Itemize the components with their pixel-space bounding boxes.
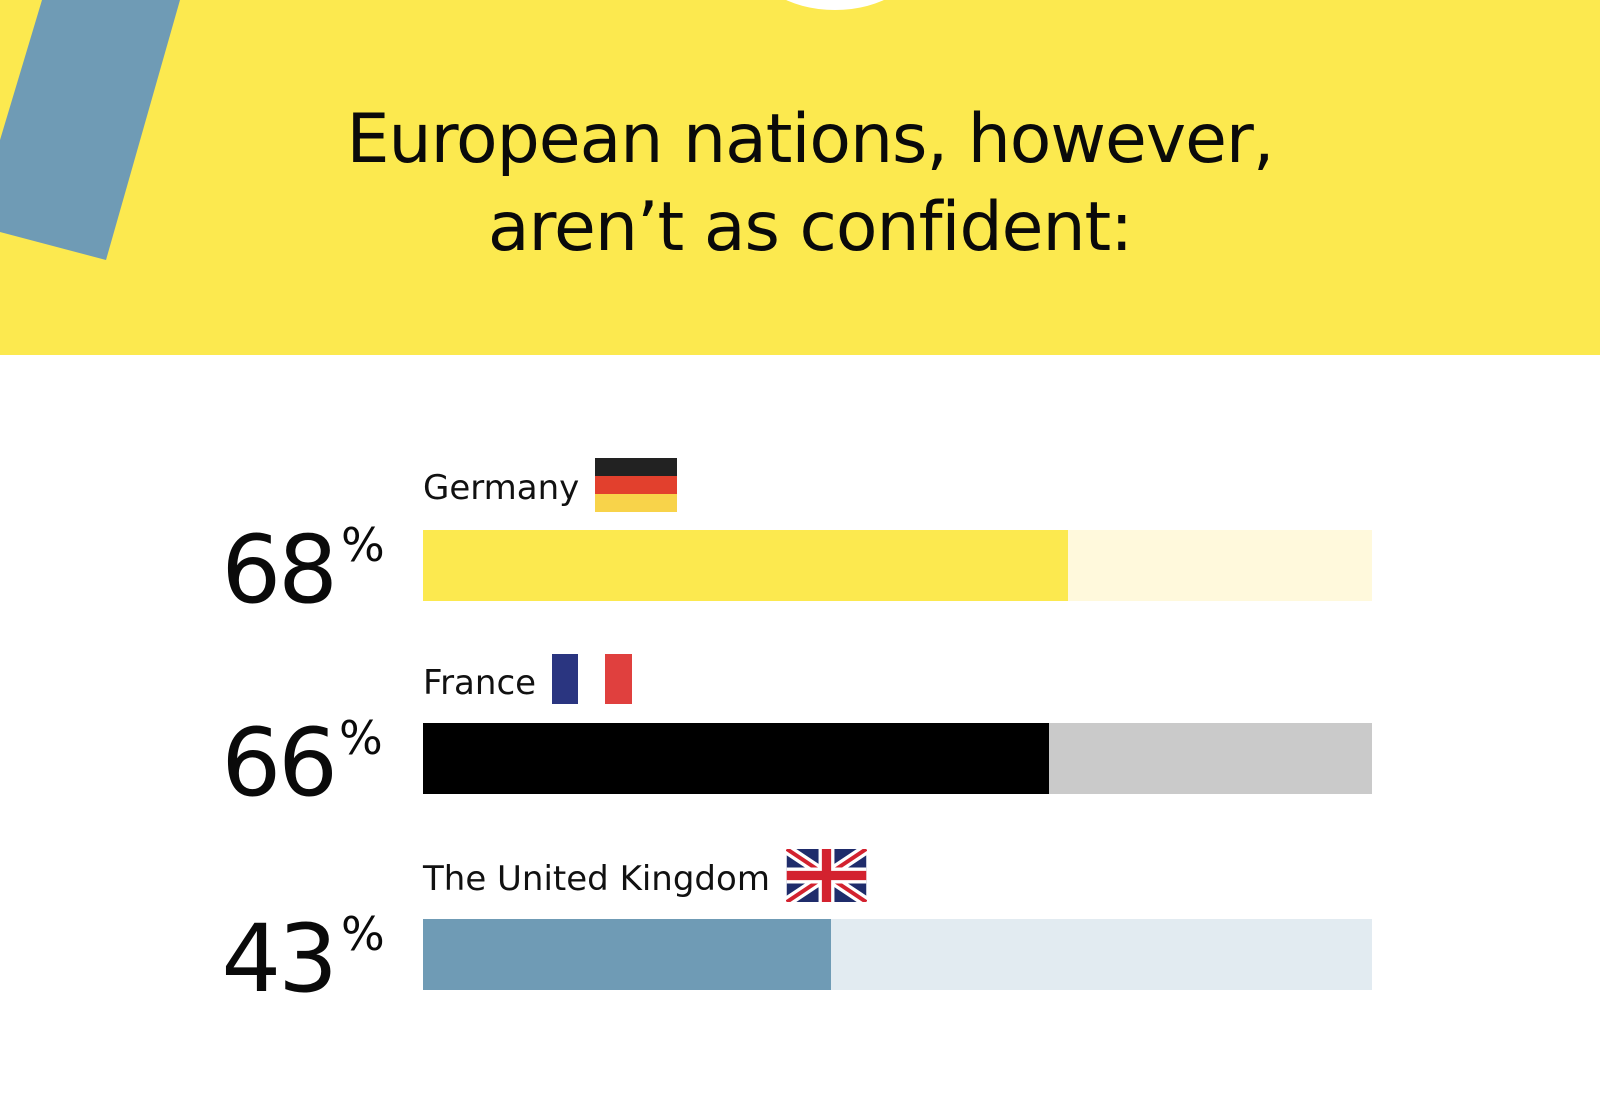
title-line-2: aren’t as confident: bbox=[487, 188, 1133, 267]
percentage-value: 43 bbox=[221, 905, 338, 1014]
percent-sign: % bbox=[341, 907, 385, 961]
chart-row-france: France 66 % bbox=[0, 633, 1600, 823]
bar-track bbox=[423, 530, 1372, 601]
chart-row-germany: Germany 68 % bbox=[0, 440, 1600, 630]
chart-row-uk: The United Kingdom 43 % bbox=[0, 829, 1600, 1019]
white-circle-decoration bbox=[786, 0, 884, 10]
uk-flag-icon bbox=[786, 849, 867, 902]
page-title: European nations, however, aren’t as con… bbox=[0, 96, 1600, 272]
percent-sign: % bbox=[339, 711, 383, 765]
percentage-value: 68 bbox=[221, 516, 338, 625]
country-label: Germany bbox=[423, 468, 580, 508]
bar-fill bbox=[423, 530, 1069, 601]
banner-background bbox=[0, 0, 1600, 355]
country-label: The United Kingdom bbox=[423, 859, 770, 899]
blue-stripe-decoration bbox=[0, 0, 180, 260]
bar-track bbox=[423, 919, 1372, 990]
bar-fill bbox=[423, 919, 832, 990]
percentage-value: 66 bbox=[221, 709, 338, 818]
percent-sign: % bbox=[341, 518, 385, 572]
decorative-shapes bbox=[0, 0, 1600, 355]
france-flag-icon bbox=[552, 654, 632, 704]
country-label: France bbox=[423, 663, 537, 703]
bar-fill bbox=[423, 723, 1050, 794]
germany-flag-icon bbox=[595, 458, 677, 512]
title-line-1: European nations, however, bbox=[346, 100, 1275, 179]
bar-track bbox=[423, 723, 1372, 794]
header-banner: European nations, however, aren’t as con… bbox=[0, 0, 1600, 355]
